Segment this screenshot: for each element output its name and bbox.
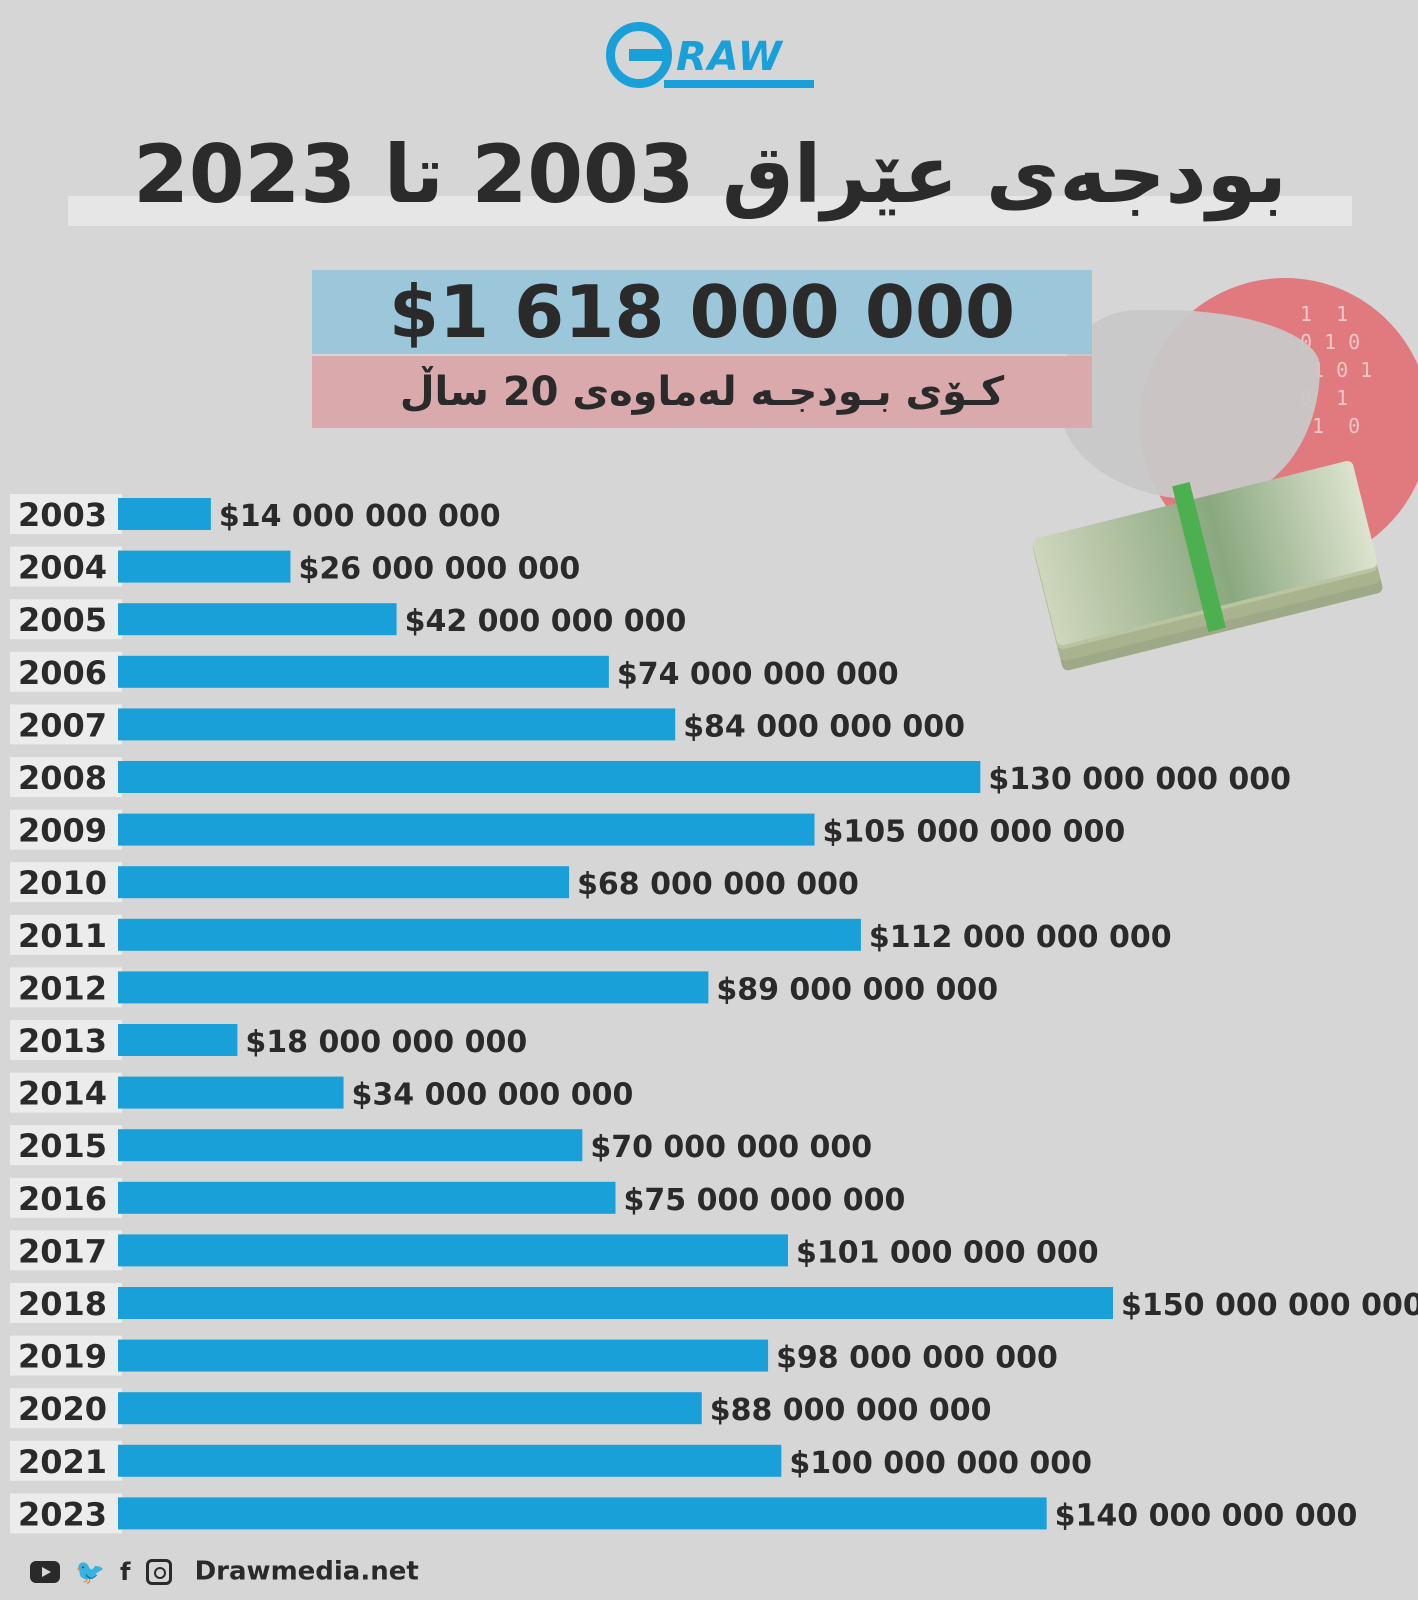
bar-2021 (118, 1444, 782, 1477)
value-label-2023: $140 000 000 000 (1055, 1498, 1358, 1533)
logo-d-mark (606, 22, 672, 88)
value-label-2007: $84 000 000 000 (683, 709, 965, 744)
year-cell-2013 (10, 1020, 122, 1060)
logo-text: RAW (676, 34, 783, 80)
year-label-2011: 2011 (18, 917, 107, 955)
value-label-2016: $75 000 000 000 (624, 1183, 906, 1218)
value-label-2018: $150 000 000 000 (1121, 1288, 1418, 1323)
bar-2013 (118, 1024, 238, 1056)
value-label-2013: $18 000 000 000 (245, 1025, 527, 1060)
bar-2020 (118, 1392, 702, 1425)
year-cell-2010 (10, 862, 122, 903)
facebook-icon[interactable]: f (120, 1557, 131, 1586)
title-highlight (68, 196, 1352, 226)
bar-2005 (118, 603, 397, 636)
footer: 🐦 f Drawmedia.net (30, 1556, 419, 1596)
year-cell-2012 (10, 967, 122, 1008)
value-label-2011: $112 000 000 000 (869, 920, 1172, 955)
year-label-2013: 2013 (18, 1022, 107, 1060)
year-cell-2020 (10, 1388, 122, 1429)
value-label-2014: $34 000 000 000 (352, 1078, 634, 1113)
bar-2007 (118, 708, 676, 741)
bar-2018 (118, 1287, 1113, 1319)
youtube-icon[interactable] (30, 1560, 60, 1583)
value-label-2003: $14 000 000 000 (219, 499, 501, 534)
value-label-2020: $88 000 000 000 (710, 1393, 992, 1428)
year-label-2021: 2021 (18, 1443, 107, 1481)
year-label-2020: 2020 (18, 1390, 107, 1428)
value-label-2009: $105 000 000 000 (823, 815, 1126, 850)
value-label-2012: $89 000 000 000 (716, 972, 998, 1007)
bar-2006 (118, 655, 609, 688)
value-label-2008: $130 000 000 000 (988, 762, 1291, 797)
year-cell-2019 (10, 1335, 122, 1376)
draw-logo: RAW (606, 22, 816, 94)
value-label-2004: $26 000 000 000 (298, 552, 580, 587)
year-cell-2015 (10, 1125, 122, 1166)
year-label-2004: 2004 (18, 549, 107, 587)
bar-2010 (118, 866, 570, 899)
year-cell-2003 (10, 494, 122, 534)
bar-2003 (118, 498, 211, 530)
year-label-2016: 2016 (18, 1180, 107, 1218)
year-cell-2007 (10, 704, 122, 745)
bar-2009 (118, 813, 815, 846)
year-label-2010: 2010 (18, 864, 107, 902)
bar-2015 (118, 1129, 583, 1162)
year-cell-2005 (10, 599, 122, 640)
year-cell-2004 (10, 546, 122, 587)
year-label-2023: 2023 (18, 1495, 107, 1533)
chart-title: بودجەی عێراق 2003 تا 2023 (133, 128, 1287, 221)
value-label-2006: $74 000 000 000 (617, 657, 899, 692)
bar-2008 (118, 761, 981, 793)
twitter-icon[interactable]: 🐦 (75, 1557, 105, 1586)
year-label-2012: 2012 (18, 969, 107, 1007)
bar-2019 (118, 1339, 769, 1372)
year-cell-2018 (10, 1283, 122, 1323)
year-cell-2023 (10, 1493, 122, 1534)
bar-2014 (118, 1076, 344, 1109)
value-label-2015: $70 000 000 000 (590, 1130, 872, 1165)
instagram-icon[interactable] (145, 1558, 172, 1585)
iraq-map-illustration (1060, 310, 1320, 500)
year-label-2009: 2009 (18, 812, 107, 850)
value-label-2017: $101 000 000 000 (796, 1235, 1099, 1270)
year-cell-2014 (10, 1072, 122, 1113)
year-label-2018: 2018 (18, 1285, 107, 1323)
value-label-2005: $42 000 000 000 (405, 604, 687, 639)
website-link[interactable]: Drawmedia.net (194, 1556, 419, 1587)
bar-2012 (118, 971, 709, 1004)
bar-2016 (118, 1181, 616, 1214)
year-label-2008: 2008 (18, 759, 107, 797)
year-label-2005: 2005 (18, 601, 107, 639)
logo-underline (664, 80, 814, 88)
bar-2004 (118, 550, 291, 583)
bar-2023 (118, 1497, 1047, 1530)
year-label-2019: 2019 (18, 1338, 107, 1376)
year-cell-2011 (10, 914, 122, 955)
year-cell-2021 (10, 1440, 122, 1481)
year-cell-2006 (10, 651, 122, 692)
value-label-2019: $98 000 000 000 (776, 1341, 1058, 1376)
total-subtitle: كـۆی بـودجـه لەماوەی 20 ساڵ (312, 356, 1092, 428)
year-label-2006: 2006 (18, 654, 107, 692)
year-cell-2008 (10, 757, 122, 797)
value-label-2010: $68 000 000 000 (577, 867, 859, 902)
year-label-2017: 2017 (18, 1232, 107, 1270)
year-cell-2016 (10, 1177, 122, 1218)
bar-2011 (118, 918, 861, 951)
value-label-2021: $100 000 000 000 (789, 1446, 1092, 1481)
year-label-2007: 2007 (18, 706, 107, 744)
year-cell-2009 (10, 809, 122, 850)
bar-2017 (118, 1234, 788, 1267)
year-label-2014: 2014 (18, 1075, 107, 1113)
year-cell-2017 (10, 1230, 122, 1271)
year-label-2015: 2015 (18, 1127, 107, 1165)
year-label-2003: 2003 (18, 496, 107, 534)
